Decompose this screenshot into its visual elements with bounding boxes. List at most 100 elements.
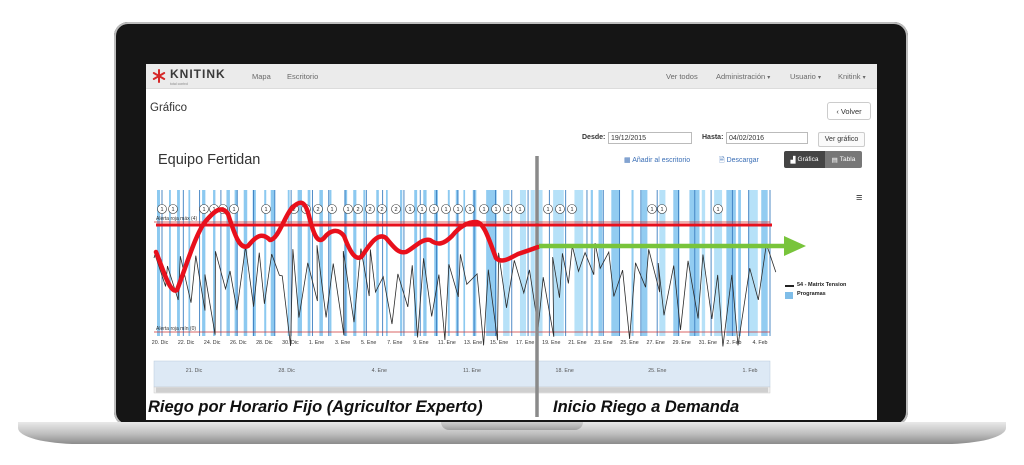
program-bar <box>748 190 758 336</box>
page-title: Gráfico <box>150 102 188 114</box>
irrigation-badge-label: 2 <box>394 207 397 213</box>
nav-escritorio[interactable]: Escritorio <box>287 72 319 81</box>
x-tick-label: 27. Ene <box>647 340 665 346</box>
add-to-desktop-label: Añadir al escritorio <box>632 157 691 164</box>
x-tick-label: 15. Ene <box>490 340 508 346</box>
x-tick-label: 4. Feb <box>752 340 767 346</box>
x-tick-label: 17. Ene <box>516 340 534 346</box>
program-bar <box>673 190 680 336</box>
table-view-toggle[interactable]: ▤ Tabla <box>825 151 862 168</box>
irrigation-badge-label: 1 <box>330 207 333 213</box>
program-bar <box>463 190 466 336</box>
chart-menu-icon[interactable]: ≡ <box>856 192 863 204</box>
chart-icon: ▟ <box>790 156 796 164</box>
nav-knitink[interactable]: Knitink ▾ <box>838 72 866 81</box>
nav-administracion[interactable]: Administración ▾ <box>716 72 770 81</box>
irrigation-badge-label: 1 <box>660 207 663 213</box>
irrigation-badge-label: 1 <box>570 207 573 213</box>
caret-down-icon: ▾ <box>767 75 771 81</box>
grid-icon: ▦ <box>624 157 631 164</box>
nav-knitink-label: Knitink <box>838 72 861 81</box>
irrigation-badge-label: 2 <box>380 207 383 213</box>
alert-max-label: Alerta roja máx (4) <box>156 216 197 222</box>
program-bar <box>530 190 535 336</box>
x-tick-label: 7. Ene <box>387 340 402 346</box>
chart-view-toggle[interactable]: ▟ Gráfica <box>784 151 825 168</box>
irrigation-badge-label: 1 <box>716 207 719 213</box>
irrigation-badge-label: 1 <box>346 207 349 213</box>
irrigation-badge-label: 1 <box>468 207 471 213</box>
brand-name: KNITINK <box>170 67 226 81</box>
navigator-tick-label: 21. Dic <box>186 368 203 374</box>
irrigation-badge-label: 1 <box>650 207 653 213</box>
irrigation-badge-label: 1 <box>160 207 163 213</box>
irrigation-badge-label: 1 <box>506 207 509 213</box>
program-bar <box>400 190 403 336</box>
x-tick-label: 11. Ene <box>438 340 456 346</box>
irrigation-badge-label: 2 <box>292 207 295 213</box>
desde-label: Desde: <box>582 134 606 141</box>
irrigation-badge-label: 1 <box>482 207 485 213</box>
ver-grafico-button[interactable]: Ver gráfico <box>818 132 865 147</box>
program-bar <box>761 190 768 336</box>
x-tick-label: 2. Feb <box>726 340 741 346</box>
laptop-base <box>18 422 1006 444</box>
nav-ver-todos[interactable]: Ver todos <box>666 72 698 81</box>
nav-usuario-label: Usuario <box>790 72 816 81</box>
navigator-panel <box>153 360 771 388</box>
back-button-label: Volver <box>840 106 862 116</box>
brand-tagline: total control <box>170 82 189 86</box>
caption-fixed-schedule: Riego por Horario Fijo (Agricultor Exper… <box>148 398 483 416</box>
irrigation-badge-label: 1 <box>264 207 267 213</box>
x-tick-label: 24. Dic <box>204 340 221 346</box>
navigator-tick-label: 25. Ene <box>648 368 666 374</box>
program-bar <box>385 190 388 336</box>
chart-view-label: Gráfica <box>797 156 819 163</box>
desde-date-input[interactable]: 19/12/2015 <box>608 132 692 144</box>
download-link[interactable]: 🗎 Descargar <box>719 156 759 167</box>
irrigation-badge <box>657 204 667 214</box>
program-bar <box>574 190 584 336</box>
x-tick-label: 19. Ene <box>542 340 560 346</box>
tension-chart[interactable]: Alerta roja máx (4)Alerta roja mín (0)1 1… <box>152 188 777 398</box>
irrigation-badge <box>567 204 577 214</box>
nav-usuario[interactable]: Usuario ▾ <box>790 72 821 81</box>
x-tick-label: 5. Ene <box>361 340 376 346</box>
program-bar <box>659 190 666 336</box>
irrigation-badge-label: 1 <box>232 207 235 213</box>
laptop-notch <box>441 422 583 430</box>
legend-matrix-tension: 54 - Matrix Tension <box>797 282 847 288</box>
irrigation-badge-label: 1 <box>408 207 411 213</box>
alert-min-label: Alerta roja mín (0) <box>156 326 196 332</box>
program-bar <box>188 190 191 336</box>
x-tick-label: 29. Ene <box>673 340 691 346</box>
navigator-tick-label: 11. Ene <box>463 368 481 374</box>
chevron-left-icon: ‹ <box>836 106 839 116</box>
irrigation-badge-label: 2 <box>304 207 307 213</box>
brand-logo[interactable]: KNITINK total control <box>152 68 226 86</box>
x-tick-label: 9. Ene <box>413 340 428 346</box>
program-bar <box>598 190 603 336</box>
top-navbar: KNITINK total control Mapa Escritorio Ve… <box>146 64 877 89</box>
x-tick-label: 21. Ene <box>568 340 586 346</box>
irrigation-badge-label: 1 <box>221 207 224 213</box>
x-tick-label: 30. Dic <box>282 340 299 346</box>
x-tick-label: 20. Dic <box>152 340 169 346</box>
irrigation-badge <box>647 204 657 214</box>
x-tick-label: 26. Dic <box>230 340 247 346</box>
irrigation-badge-label: 2 <box>356 207 359 213</box>
irrigation-badge-label: 1 <box>494 207 497 213</box>
irrigation-badge-label: 1 <box>456 207 459 213</box>
add-to-desktop-link[interactable]: ▦ Añadir al escritorio <box>624 156 690 164</box>
program-bar <box>631 190 634 336</box>
device-title: Equipo Fertidan <box>158 152 261 168</box>
irrigation-badge-label: 2 <box>316 207 319 213</box>
hasta-date-input[interactable]: 04/02/2016 <box>726 132 808 144</box>
x-tick-label: 3. Ene <box>335 340 350 346</box>
program-bar <box>641 190 648 336</box>
program-bar <box>287 190 290 336</box>
irrigation-badge <box>555 204 565 214</box>
nav-mapa[interactable]: Mapa <box>252 72 271 81</box>
back-button[interactable]: ‹ Volver <box>827 102 871 120</box>
table-icon: ▤ <box>831 156 838 164</box>
